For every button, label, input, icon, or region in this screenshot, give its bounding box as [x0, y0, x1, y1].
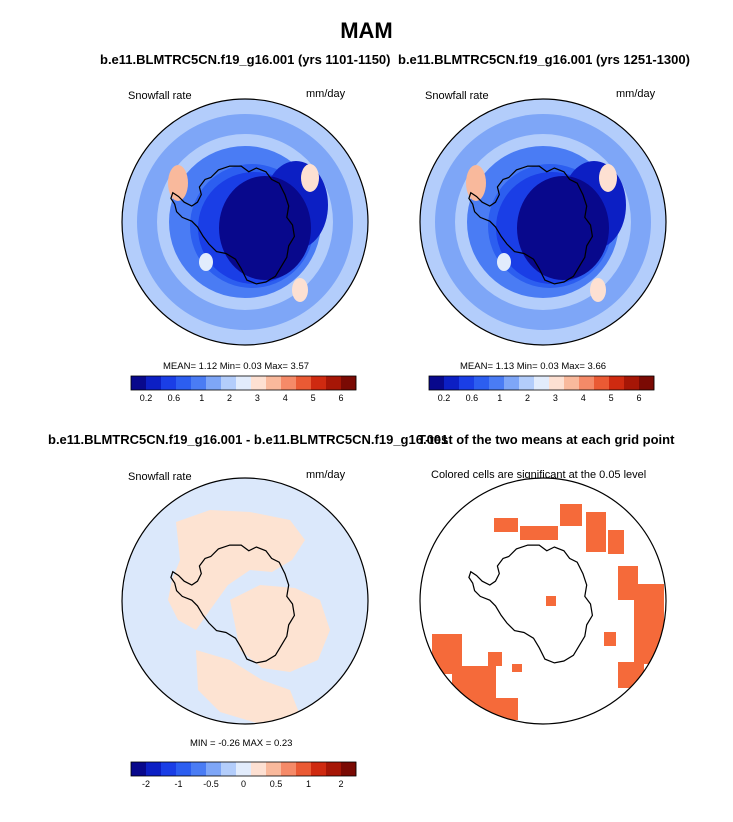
- colorbar-2-swatch: [579, 376, 595, 390]
- colorbar-3-swatch: [326, 762, 342, 776]
- colorbar-2-swatch: [549, 376, 565, 390]
- colorbar-3-tick-label: -0.5: [203, 779, 219, 789]
- colorbar-3-tick-label: 1: [305, 779, 311, 789]
- colorbar-2-tick-label: 6: [636, 393, 642, 403]
- colorbar-3-swatch: [206, 762, 222, 776]
- colorbar-1-swatch: [281, 376, 297, 390]
- colorbar-1: [130, 375, 357, 391]
- colorbar-2: [428, 375, 655, 391]
- colorbar-1-swatch: [131, 376, 147, 390]
- colorbar-3-swatch: [266, 762, 282, 776]
- colorbar-1-tick-label: 2: [227, 393, 233, 403]
- colorbar-1-tick-label: 3: [254, 393, 260, 403]
- colorbar-1-tick-label: 0.6: [167, 393, 181, 403]
- panel-1-title: b.e11.BLMTRC5CN.f19_g16.001 (yrs 1101-11…: [100, 52, 391, 67]
- colorbar-2-swatch: [594, 376, 610, 390]
- panel-2-variable-label: Snowfall rate: [425, 90, 489, 102]
- panel-4-title: T-test of the two means at each grid poi…: [418, 432, 675, 447]
- colorbar-2-swatch: [444, 376, 460, 390]
- colorbar-1-swatch: [161, 376, 177, 390]
- panel-4-caption: Colored cells are significant at the 0.0…: [431, 469, 647, 481]
- colorbar-2-tick-label: 2: [525, 393, 531, 403]
- colorbar-2-tick-label: 3: [552, 393, 558, 403]
- panel-3-unit-label: mm/day: [306, 469, 346, 481]
- colorbar-2-swatch: [459, 376, 475, 390]
- panel-1-variable-label: Snowfall rate: [128, 90, 192, 102]
- colorbar-2-swatch: [519, 376, 535, 390]
- colorbar-2-tick-label: 1: [497, 393, 503, 403]
- panel-3-variable-label: Snowfall rate: [128, 471, 192, 483]
- colorbar-3-swatch: [176, 762, 192, 776]
- colorbar-1-swatch: [296, 376, 312, 390]
- colorbar-1-swatch: [341, 376, 357, 390]
- colorbar-2-swatch: [429, 376, 445, 390]
- panel-2-map: [419, 98, 667, 346]
- panel-3-title: b.e11.BLMTRC5CN.f19_g16.001 - b.e11.BLMT…: [48, 432, 449, 447]
- colorbar-2-tick-label: 0.6: [465, 393, 479, 403]
- colorbar-1-swatch: [146, 376, 162, 390]
- colorbar-1-swatch: [236, 376, 252, 390]
- colorbar-1-tick-label: 6: [338, 393, 344, 403]
- colorbar-1-swatch: [191, 376, 207, 390]
- colorbar-2-swatch: [474, 376, 490, 390]
- colorbar-1-swatch: [221, 376, 237, 390]
- colorbar-3-swatch: [311, 762, 327, 776]
- panel-2-title: b.e11.BLMTRC5CN.f19_g16.001 (yrs 1251-13…: [398, 52, 690, 67]
- colorbar-2-swatch: [504, 376, 520, 390]
- colorbar-1-swatch: [266, 376, 282, 390]
- panel-1-map: [121, 98, 369, 346]
- colorbar-1-tick-label: 0.2: [139, 393, 153, 403]
- colorbar-2-swatch: [489, 376, 505, 390]
- colorbar-2-swatch: [639, 376, 655, 390]
- panel-2-unit-label: mm/day: [616, 88, 656, 100]
- colorbar-1-tick-label: 5: [310, 393, 316, 403]
- colorbar-2-swatch: [624, 376, 640, 390]
- colorbar-2-tick-label: 0.2: [437, 393, 451, 403]
- colorbar-2-tick-label: 4: [580, 393, 586, 403]
- colorbar-1-swatch: [311, 376, 327, 390]
- colorbar-3-swatch: [161, 762, 177, 776]
- colorbar-1-tick-label: 1: [199, 393, 205, 403]
- colorbar-3-swatch: [236, 762, 252, 776]
- colorbar-3-swatch: [146, 762, 162, 776]
- panel-1-unit-label: mm/day: [306, 88, 346, 100]
- colorbar-3-tick-label: 0.5: [269, 779, 283, 789]
- colorbar-2-tick-label: 5: [608, 393, 614, 403]
- colorbar-3-swatch: [281, 762, 297, 776]
- colorbar-3-swatch: [191, 762, 207, 776]
- colorbar-3-tick-label: 2: [338, 779, 344, 789]
- panel-3-stats: MIN = -0.26 MAX = 0.23: [190, 738, 293, 749]
- colorbar-3-tick-label: -1: [174, 779, 183, 789]
- colorbar-3-swatch: [341, 762, 357, 776]
- colorbar-3-swatch: [221, 762, 237, 776]
- colorbar-1-tick-label: 4: [282, 393, 288, 403]
- colorbar-3-swatch: [296, 762, 312, 776]
- colorbar-3: [130, 761, 357, 777]
- colorbar-1-swatch: [176, 376, 192, 390]
- panel-3-map: [121, 477, 369, 725]
- main-title: MAM: [340, 18, 393, 43]
- colorbar-3-swatch: [251, 762, 267, 776]
- colorbar-3-tick-label: 0: [240, 779, 246, 789]
- colorbar-1-swatch: [251, 376, 267, 390]
- panel-2-stats: MEAN= 1.13 Min= 0.03 Max= 3.66: [460, 361, 607, 372]
- colorbar-2-swatch: [564, 376, 580, 390]
- panel-4-map: [419, 477, 667, 725]
- panel-1-stats: MEAN= 1.12 Min= 0.03 Max= 3.57: [163, 361, 310, 372]
- colorbar-3-swatch: [131, 762, 147, 776]
- colorbar-1-swatch: [326, 376, 342, 390]
- colorbar-2-swatch: [609, 376, 625, 390]
- colorbar-2-swatch: [534, 376, 550, 390]
- colorbar-1-swatch: [206, 376, 222, 390]
- colorbar-3-tick-label: -2: [141, 779, 150, 789]
